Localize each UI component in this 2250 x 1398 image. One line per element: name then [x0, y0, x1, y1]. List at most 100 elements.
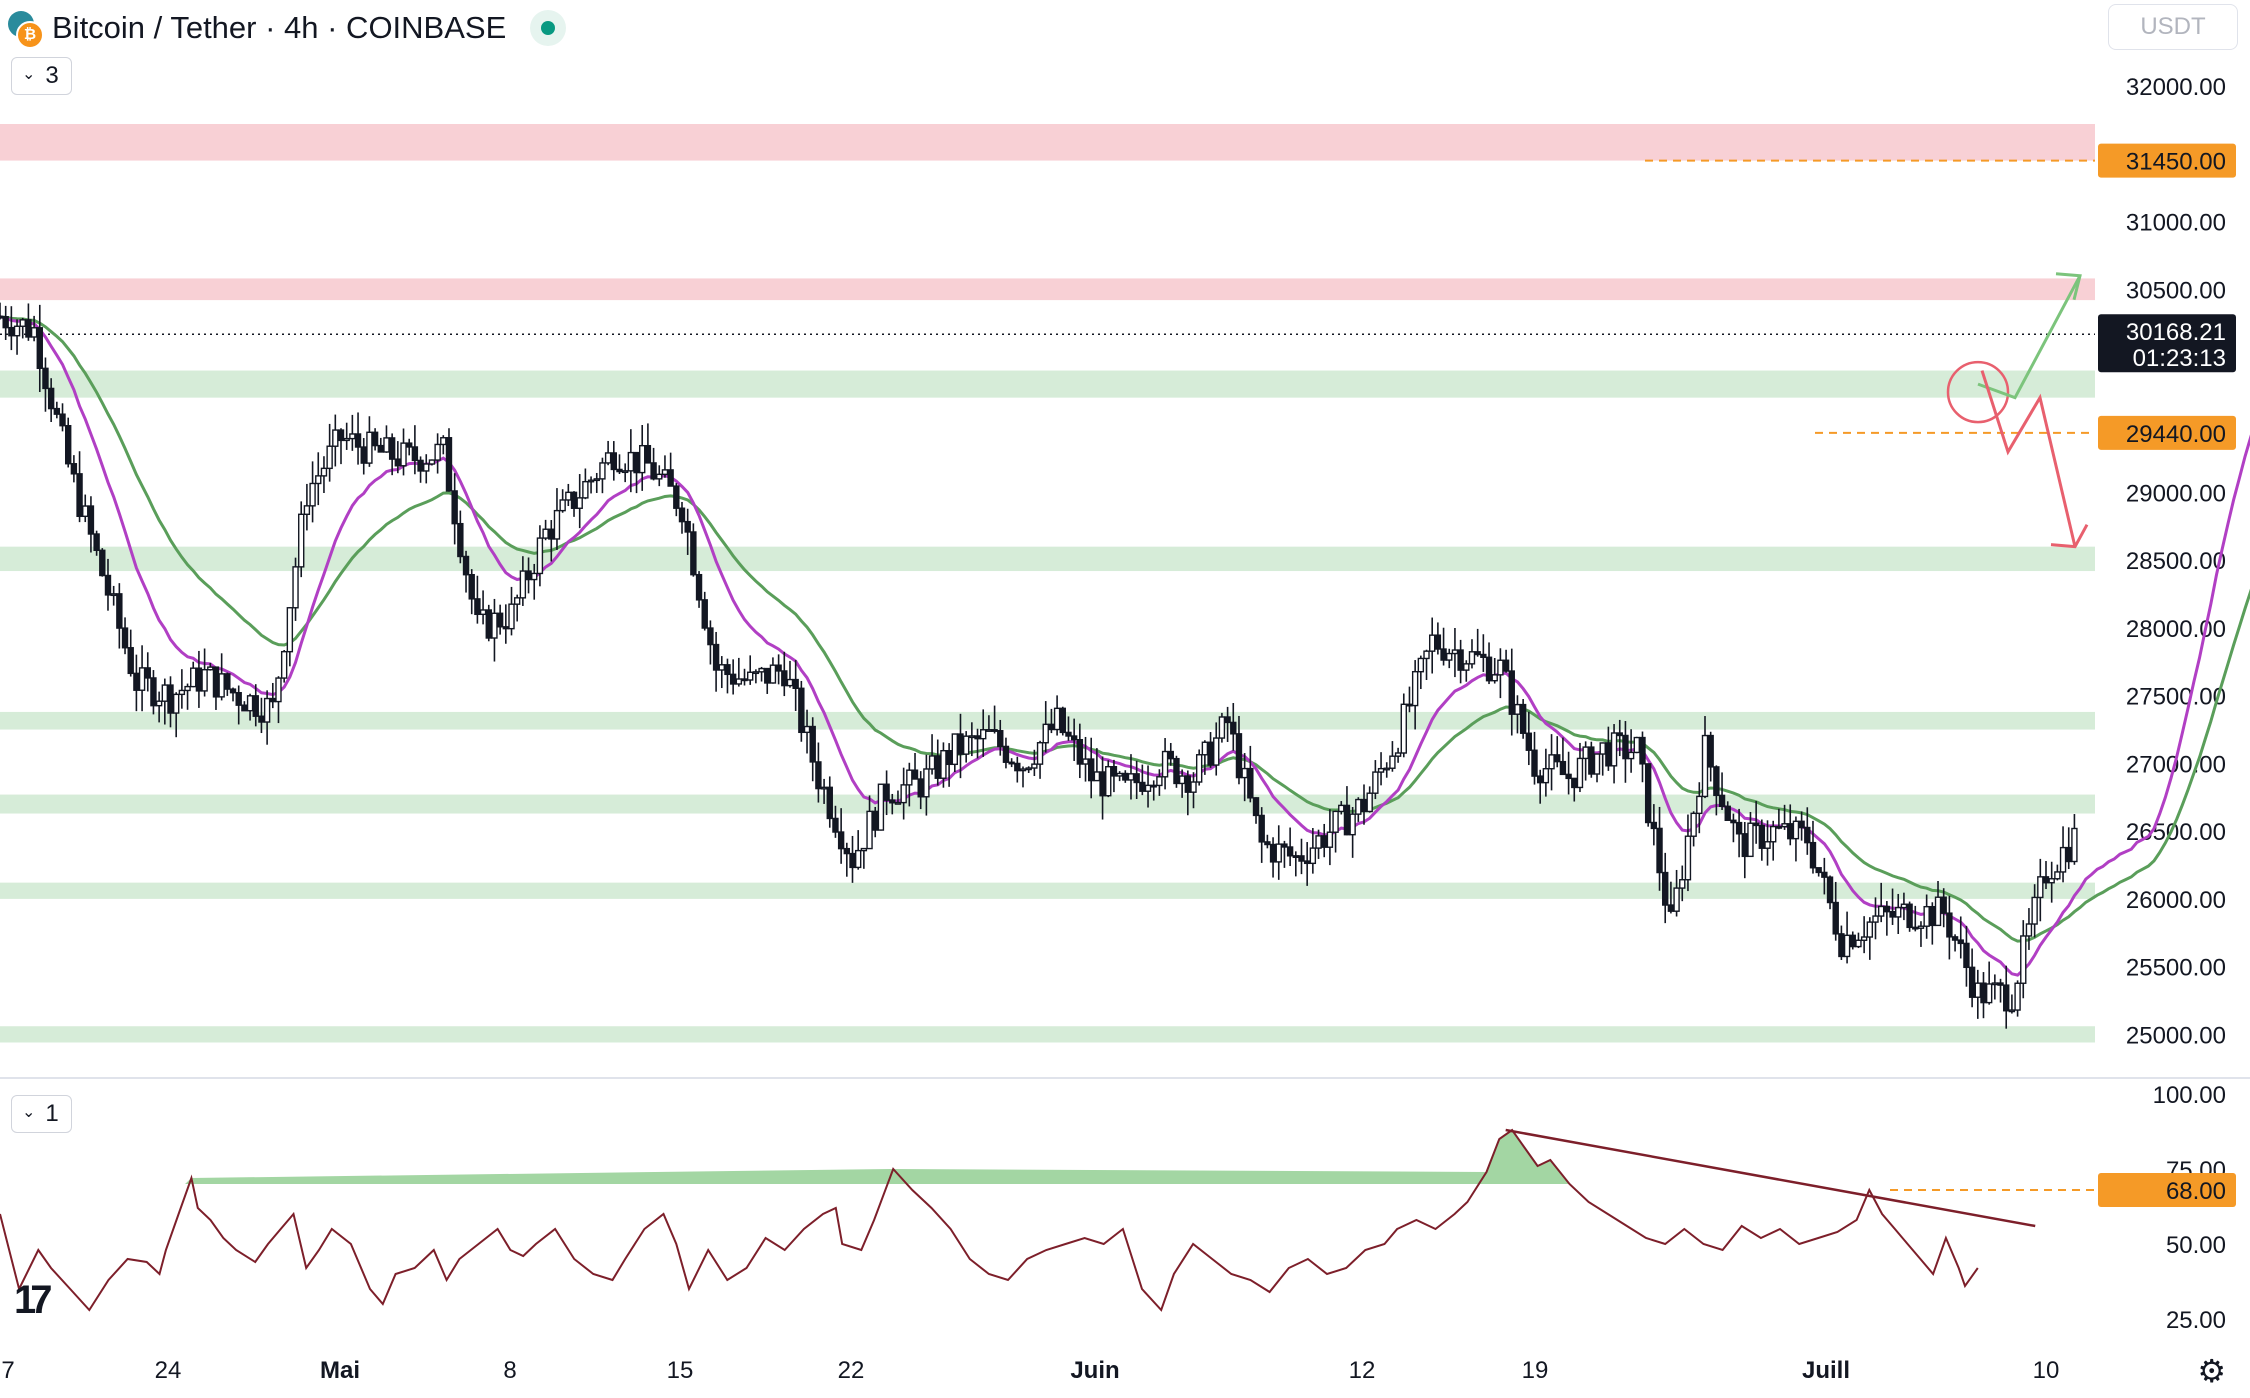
candle-body	[798, 687, 805, 734]
candle-body	[553, 509, 561, 540]
candle-body	[673, 485, 680, 509]
candle-body	[1616, 732, 1623, 737]
candle-body	[42, 367, 49, 390]
candle-body	[1269, 843, 1277, 863]
projection-annotations	[1946, 272, 2089, 549]
candle-body	[172, 693, 180, 714]
candle-body	[1156, 776, 1163, 787]
candle-body	[1019, 768, 1027, 772]
candle-body	[1042, 723, 1049, 744]
candle-body	[53, 407, 61, 415]
candle-body	[1434, 634, 1442, 650]
candle-body	[2014, 982, 2021, 1011]
candle-body	[548, 528, 555, 540]
candle-body	[962, 735, 970, 755]
candle-body	[47, 387, 55, 410]
candle-body	[1468, 651, 1476, 665]
rsi-level-label: 68.00	[2166, 1178, 2226, 1205]
candle-body	[246, 695, 254, 712]
candle-body	[1105, 766, 1112, 797]
candle-body	[1963, 942, 1970, 969]
candle-body	[1417, 657, 1425, 673]
support-zone	[0, 370, 2095, 398]
moving-averages	[0, 315, 2250, 977]
support-zone	[0, 1026, 2095, 1043]
candle-body	[1303, 860, 1311, 865]
candle-body	[1809, 841, 1817, 869]
candle-body	[775, 664, 782, 672]
candle-body	[633, 451, 640, 474]
candle-body	[19, 319, 26, 327]
settings-gear-icon[interactable]: ⚙	[2197, 1353, 2226, 1389]
candle-body	[1372, 771, 1379, 794]
candle-body	[843, 847, 851, 855]
candle-body	[1821, 871, 1828, 878]
candle-body	[951, 733, 958, 766]
candle-body	[2054, 871, 2061, 880]
candle-body	[1951, 936, 1959, 941]
candle-body	[1127, 773, 1135, 781]
candle-body	[900, 784, 907, 804]
candle-body	[2048, 878, 2055, 884]
candle-body	[479, 609, 487, 616]
candle-body	[860, 847, 868, 852]
candle-body	[1144, 784, 1152, 792]
candle-body	[644, 444, 652, 464]
candle-body	[315, 475, 322, 485]
market-status-icon[interactable]	[530, 10, 567, 46]
candle-body	[1781, 823, 1788, 828]
candle-body	[377, 444, 384, 453]
candle-body	[940, 749, 947, 779]
candle-body	[820, 786, 828, 790]
candle-body	[1150, 784, 1157, 788]
currency-select[interactable]: USDT	[2108, 4, 2238, 50]
candle-body	[729, 673, 737, 685]
candle-body	[1184, 775, 1192, 793]
x-tick-label: 22	[838, 1357, 865, 1384]
x-tick-label: 12	[1349, 1357, 1376, 1384]
candle-body	[803, 725, 811, 734]
candle-body	[809, 725, 816, 763]
candle-body	[491, 612, 498, 639]
candle-body	[1906, 903, 1913, 929]
candle-body	[570, 491, 578, 509]
candle-body	[59, 413, 66, 427]
candle-body	[252, 695, 259, 717]
candle-body	[877, 783, 885, 831]
candle-body	[1036, 742, 1044, 765]
countdown-label: 01:23:13	[2133, 345, 2226, 372]
candle-body	[360, 446, 367, 464]
arrowhead-down	[2050, 523, 2089, 549]
candle-body	[1178, 775, 1186, 785]
candle-body	[997, 730, 1004, 748]
candle-body	[1946, 912, 1953, 938]
candle-body	[1224, 716, 1231, 724]
indicators-toggle-button[interactable]: ⌄ 3	[11, 57, 72, 95]
candle-body	[13, 325, 21, 337]
candle-body	[150, 677, 157, 707]
candle-body	[1059, 707, 1066, 734]
y-tick-label: 31000.00	[2126, 210, 2226, 237]
candle-body	[1679, 879, 1686, 889]
projection-up-arrow	[1977, 275, 2082, 400]
candle-body	[1491, 674, 1498, 682]
candle-body	[1838, 933, 1845, 958]
candle-body	[1167, 750, 1174, 760]
candle-body	[485, 609, 492, 639]
candle-body	[1048, 723, 1055, 731]
candle-body	[690, 531, 697, 576]
candle-body	[531, 572, 538, 581]
candle-body	[1463, 663, 1470, 671]
candle-body	[1633, 736, 1641, 754]
candle-body	[747, 671, 754, 681]
candle-body	[1093, 771, 1101, 782]
rsi-indicator-toggle-button[interactable]: ⌄ 1	[11, 1095, 72, 1133]
y-tick-label: 28000.00	[2126, 616, 2226, 643]
candle-body	[411, 446, 419, 462]
candle-body	[1133, 773, 1140, 784]
candle-body	[1957, 939, 1964, 945]
chart-title[interactable]: Bitcoin / Tether · 4h · COINBASE	[52, 10, 507, 45]
candle-body	[320, 467, 328, 477]
candle-body	[707, 627, 714, 646]
